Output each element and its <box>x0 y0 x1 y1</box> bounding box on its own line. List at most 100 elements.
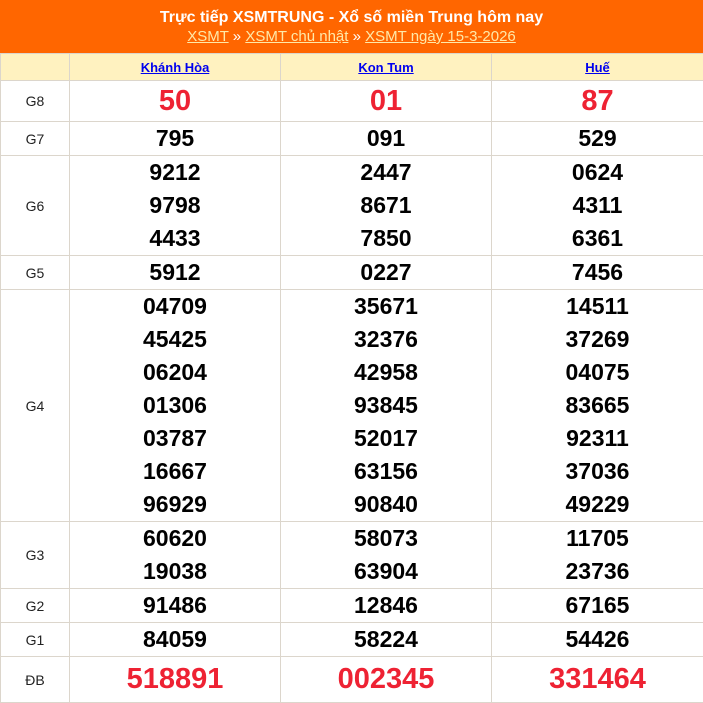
prize-number: 9212 <box>70 156 280 189</box>
prize-label: G3 <box>1 522 70 589</box>
prize-number: 5912 <box>70 256 280 289</box>
province-link-khanh-hoa[interactable]: Khánh Hòa <box>141 60 210 75</box>
page-title: Trực tiếp XSMTRUNG - Xổ số miền Trung hô… <box>0 8 703 27</box>
prize-number: 23736 <box>492 555 703 588</box>
prize-number: 42958 <box>281 356 491 389</box>
prize-label: G1 <box>1 623 70 657</box>
prize-number: 0227 <box>281 256 491 289</box>
prize-cell: 331464 <box>492 657 703 703</box>
prize-number: 96929 <box>70 488 280 521</box>
prize-number: 04075 <box>492 356 703 389</box>
province-link-hue[interactable]: Huế <box>585 60 610 75</box>
prize-cell: 529 <box>492 122 703 156</box>
prize-number: 60620 <box>70 522 280 555</box>
breadcrumb: XSMT » XSMT chủ nhật » XSMT ngày 15-3-20… <box>0 27 703 46</box>
breadcrumb-separator: » <box>353 28 361 45</box>
prize-number: 84059 <box>70 623 280 656</box>
prize-cell: 67165 <box>492 589 703 623</box>
prize-label: ĐB <box>1 657 70 703</box>
prize-number: 93845 <box>281 389 491 422</box>
province-header-row: Khánh Hòa Kon Tum Huế <box>1 54 703 81</box>
prize-number: 12846 <box>281 589 491 622</box>
province-link-kon-tum[interactable]: Kon Tum <box>358 60 413 75</box>
prize-number: 795 <box>70 122 280 155</box>
page-header: Trực tiếp XSMTRUNG - Xổ số miền Trung hô… <box>0 0 703 53</box>
prize-number: 4433 <box>70 222 280 255</box>
prize-label: G7 <box>1 122 70 156</box>
prize-number: 04709 <box>70 290 280 323</box>
prize-number: 6361 <box>492 222 703 255</box>
prize-number: 49229 <box>492 488 703 521</box>
prize-number: 518891 <box>70 663 280 696</box>
prize-number: 37269 <box>492 323 703 356</box>
prize-cell: 50 <box>70 81 281 122</box>
prize-label: G2 <box>1 589 70 623</box>
prize-number: 58224 <box>281 623 491 656</box>
prize-number: 01306 <box>70 389 280 422</box>
prize-number: 52017 <box>281 422 491 455</box>
prize-number: 35671 <box>281 290 491 323</box>
prize-number: 16667 <box>70 455 280 488</box>
breadcrumb-xsmt[interactable]: XSMT <box>187 28 228 45</box>
prize-number: 9798 <box>70 189 280 222</box>
breadcrumb-xsmt-sunday[interactable]: XSMT chủ nhật <box>245 28 348 45</box>
prize-cell: 091 <box>281 122 492 156</box>
breadcrumb-separator: » <box>233 28 241 45</box>
prize-label: G4 <box>1 290 70 522</box>
prize-cell: 84059 <box>70 623 281 657</box>
prize-number: 54426 <box>492 623 703 656</box>
prize-cell: 0227 <box>281 256 492 290</box>
prize-number: 529 <box>492 122 703 155</box>
prize-number: 63904 <box>281 555 491 588</box>
prize-cell: 795 <box>70 122 281 156</box>
prize-label: G8 <box>1 81 70 122</box>
prize-number: 90840 <box>281 488 491 521</box>
prize-number: 87 <box>492 85 703 118</box>
prize-cell: 7456 <box>492 256 703 290</box>
prize-number: 58073 <box>281 522 491 555</box>
prize-number: 19038 <box>70 555 280 588</box>
prize-number: 03787 <box>70 422 280 455</box>
prize-number: 01 <box>281 85 491 118</box>
prize-cell: 58224 <box>281 623 492 657</box>
prize-number: 92311 <box>492 422 703 455</box>
prize-number: 63156 <box>281 455 491 488</box>
breadcrumb-xsmt-date[interactable]: XSMT ngày 15-3-2026 <box>365 28 516 45</box>
prize-number: 91486 <box>70 589 280 622</box>
prize-number: 002345 <box>281 663 491 696</box>
empty-header-cell <box>1 54 70 81</box>
prize-label: G6 <box>1 156 70 256</box>
prize-number: 37036 <box>492 455 703 488</box>
prize-number: 2447 <box>281 156 491 189</box>
prize-cell: 518891 <box>70 657 281 703</box>
prize-number: 14511 <box>492 290 703 323</box>
prize-cell: 54426 <box>492 623 703 657</box>
prize-number: 83665 <box>492 389 703 422</box>
prize-number: 331464 <box>492 663 703 696</box>
prize-number: 11705 <box>492 522 703 555</box>
prize-number: 4311 <box>492 189 703 222</box>
prize-number: 091 <box>281 122 491 155</box>
prize-number: 7850 <box>281 222 491 255</box>
prize-cell: 01 <box>281 81 492 122</box>
prize-number: 32376 <box>281 323 491 356</box>
prize-number: 0624 <box>492 156 703 189</box>
